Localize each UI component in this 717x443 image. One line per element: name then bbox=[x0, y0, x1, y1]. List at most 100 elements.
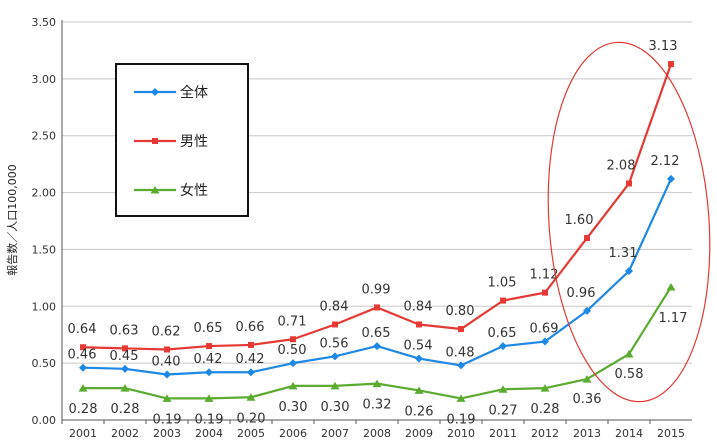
data-point-diamond bbox=[121, 364, 129, 373]
data-label-diamond: 0.56 bbox=[320, 336, 349, 351]
data-label-square: 0.99 bbox=[362, 282, 391, 297]
data-label-triangle: 0.58 bbox=[615, 367, 644, 382]
data-point-triangle bbox=[120, 384, 130, 392]
data-point-triangle bbox=[204, 394, 214, 402]
y-tick-label: 2.00 bbox=[32, 187, 57, 200]
x-tick-label: 2008 bbox=[363, 427, 391, 440]
data-point-triangle bbox=[624, 350, 634, 358]
data-point-diamond bbox=[457, 361, 465, 370]
data-point-square bbox=[500, 297, 506, 304]
data-label-diamond: 0.69 bbox=[530, 322, 559, 337]
data-label-square: 0.71 bbox=[278, 314, 307, 329]
data-label-diamond: 0.46 bbox=[68, 348, 97, 363]
legend-label-triangle: 女性 bbox=[180, 182, 208, 199]
data-label-square: 0.65 bbox=[194, 321, 223, 336]
data-label-square: 0.63 bbox=[110, 323, 139, 338]
data-point-triangle bbox=[330, 381, 340, 390]
data-point-square bbox=[248, 341, 254, 348]
data-label-diamond: 0.45 bbox=[110, 349, 139, 364]
data-point-square bbox=[416, 321, 422, 328]
data-label-square: 0.84 bbox=[404, 299, 433, 314]
data-point-square bbox=[626, 180, 632, 187]
data-point-diamond bbox=[625, 267, 633, 276]
data-label-square: 3.13 bbox=[649, 39, 678, 54]
legend-square-icon bbox=[152, 138, 158, 144]
x-tick-label: 2005 bbox=[237, 427, 265, 440]
data-point-diamond bbox=[247, 368, 255, 377]
data-point-triangle bbox=[246, 393, 256, 401]
data-point-square bbox=[668, 61, 674, 68]
data-label-diamond: 1.31 bbox=[609, 246, 638, 261]
data-point-square bbox=[332, 321, 338, 328]
axis-layer: 0.00 0.50 1.00 1.50 2.00 2.50 3.00 3.50 2001 2002… bbox=[32, 16, 692, 440]
data-point-diamond bbox=[373, 342, 381, 351]
data-label-square: 0.80 bbox=[446, 304, 475, 319]
data-label-triangle: 0.36 bbox=[573, 392, 602, 407]
x-tick-label: 2012 bbox=[531, 427, 559, 440]
data-point-diamond bbox=[667, 174, 675, 183]
label-layer: 0.46 0.45 0.40 0.42 0.42 0.50 0.56 0.65 0.54 0.48… bbox=[68, 39, 688, 427]
data-label-square: 1.05 bbox=[488, 276, 517, 291]
data-point-square bbox=[164, 346, 170, 353]
data-point-triangle bbox=[456, 394, 466, 402]
y-tick-label: 0.50 bbox=[32, 357, 57, 370]
data-point-triangle bbox=[666, 282, 676, 291]
data-label-diamond: 0.96 bbox=[567, 286, 596, 301]
data-point-triangle bbox=[414, 386, 424, 394]
x-tick-label: 2010 bbox=[447, 427, 475, 440]
data-point-square bbox=[206, 343, 212, 350]
data-point-diamond bbox=[541, 337, 549, 346]
data-point-triangle bbox=[78, 384, 88, 392]
data-point-diamond bbox=[331, 352, 339, 361]
data-label-diamond: 2.12 bbox=[651, 154, 680, 169]
data-point-triangle bbox=[498, 385, 508, 393]
legend-label-diamond: 全体 bbox=[180, 84, 208, 101]
data-label-diamond: 0.42 bbox=[236, 352, 265, 367]
data-label-triangle: 0.28 bbox=[111, 402, 140, 417]
data-label-triangle: 1.17 bbox=[659, 311, 688, 326]
data-label-square: 0.66 bbox=[236, 320, 265, 335]
y-tick-label: 0.00 bbox=[32, 414, 57, 427]
data-label-square: 0.84 bbox=[320, 299, 349, 314]
legend-label-square: 男性 bbox=[180, 134, 208, 150]
data-label-square: 1.60 bbox=[565, 213, 594, 228]
data-point-square bbox=[122, 345, 128, 352]
data-label-triangle: 0.19 bbox=[195, 412, 224, 427]
data-point-diamond bbox=[289, 359, 297, 368]
x-tick-label: 2004 bbox=[195, 427, 223, 440]
data-label-diamond: 0.42 bbox=[194, 352, 223, 367]
x-tick-label: 2013 bbox=[573, 427, 601, 440]
data-label-square: 0.64 bbox=[68, 322, 97, 337]
x-tick-label: 2009 bbox=[405, 427, 433, 440]
data-point-triangle bbox=[162, 394, 172, 402]
x-tick-label: 2002 bbox=[111, 427, 139, 440]
data-label-diamond: 0.65 bbox=[488, 326, 517, 341]
y-tick-label: 1.50 bbox=[32, 243, 57, 256]
annotation-ellipse bbox=[547, 41, 711, 403]
x-tick-label: 2003 bbox=[153, 427, 181, 440]
data-point-diamond bbox=[499, 342, 507, 351]
y-axis-title: 報告数／人口100,000 bbox=[6, 164, 19, 276]
y-tick-label: 3.50 bbox=[32, 16, 57, 29]
y-tick-label: 3.00 bbox=[32, 73, 57, 86]
data-label-triangle: 0.19 bbox=[447, 412, 476, 427]
x-tick-label: 2007 bbox=[321, 427, 349, 440]
data-point-triangle bbox=[372, 379, 382, 388]
data-label-diamond: 0.65 bbox=[362, 326, 391, 341]
data-label-diamond: 0.54 bbox=[404, 339, 433, 354]
data-label-square: 1.12 bbox=[530, 268, 559, 283]
data-label-triangle: 0.27 bbox=[489, 403, 518, 418]
x-tick-label: 2001 bbox=[69, 427, 97, 440]
data-point-diamond bbox=[415, 354, 423, 363]
data-label-diamond: 0.40 bbox=[152, 355, 181, 370]
y-tick-label: 2.50 bbox=[32, 130, 57, 143]
data-point-square bbox=[290, 336, 296, 343]
data-point-diamond bbox=[205, 368, 213, 377]
data-point-square bbox=[374, 304, 380, 311]
data-label-triangle: 0.19 bbox=[153, 412, 182, 427]
data-point-square bbox=[458, 326, 464, 333]
data-label-diamond: 0.48 bbox=[446, 345, 475, 360]
data-label-triangle: 0.28 bbox=[69, 402, 98, 417]
